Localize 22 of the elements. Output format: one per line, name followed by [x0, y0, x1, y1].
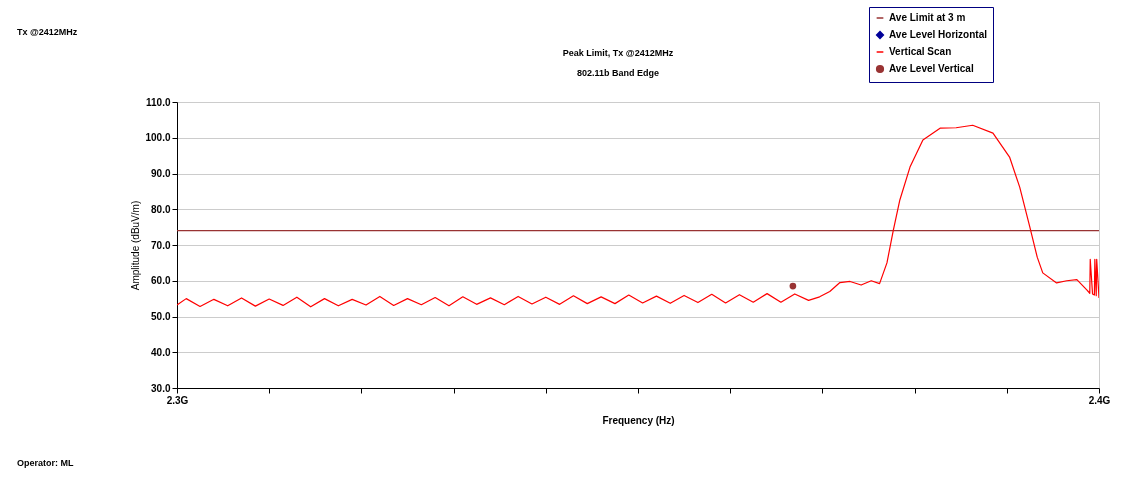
y-tick-label: 90.0	[151, 168, 171, 179]
chart-subtitle: 802.11b Band Edge	[576, 68, 660, 78]
line-series	[177, 124, 1099, 308]
y-tick-label: 50.0	[151, 311, 171, 322]
text: Tx @2412MHz	[17, 27, 78, 37]
legend-label: Ave Level Vertical	[889, 63, 974, 74]
y-tick-label: 40.0	[151, 346, 171, 358]
text: Operator: ML	[17, 458, 74, 468]
y-tick-label: 110.0	[146, 96, 171, 108]
y-axis-title: Amplitude (dBuV/m)	[130, 200, 142, 291]
legend-label: Vertical Scan	[889, 46, 952, 57]
x-tick-label: 2.4G	[1088, 394, 1111, 406]
y-tick-label: 80.0	[151, 203, 171, 215]
legend-label: Ave Level Horizontal	[889, 29, 988, 40]
x-tick-label: 2.3G	[166, 394, 189, 406]
y-tick-label: 70.0	[151, 239, 171, 251]
x-axis-title: Frequency (Hz)	[602, 414, 675, 426]
y-tick-label: 100.0	[145, 132, 171, 144]
y-tick-label: 60.0	[151, 275, 171, 287]
legend-label: Ave Limit at 3 m	[889, 12, 966, 23]
y-tick-label: 30.0	[151, 382, 171, 394]
chart-title: Peak Limit, Tx @2412MHz	[562, 48, 674, 58]
